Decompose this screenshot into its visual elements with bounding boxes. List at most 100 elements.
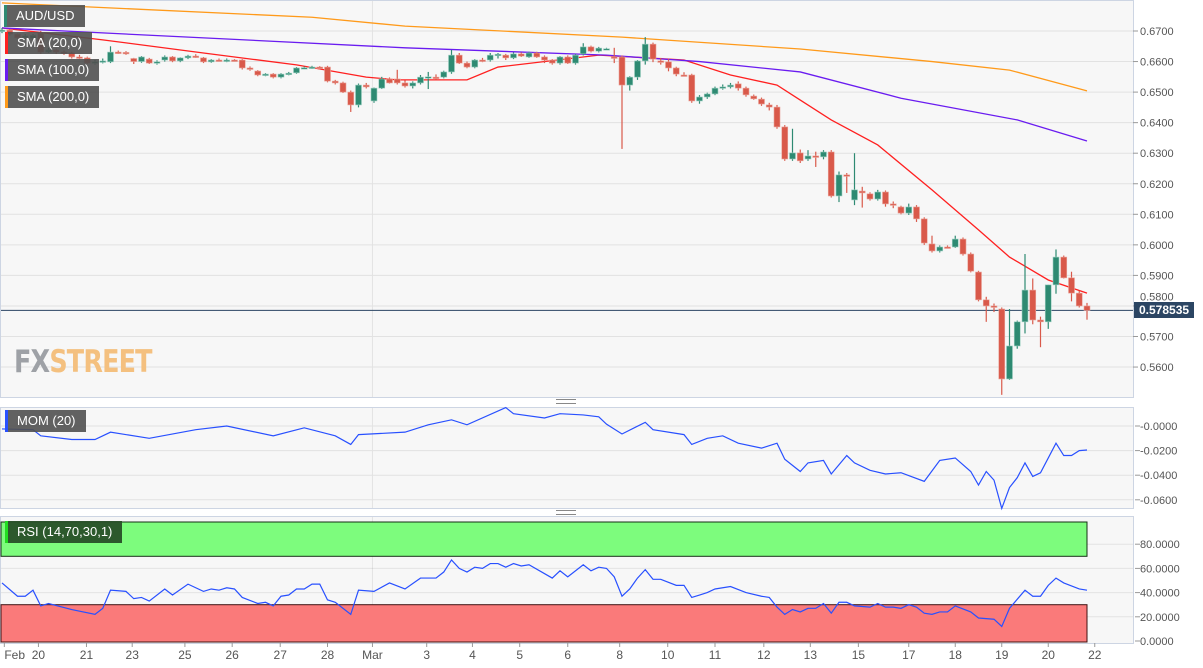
candle bbox=[231, 59, 238, 62]
panel-resize-handle[interactable] bbox=[556, 510, 576, 515]
candle bbox=[734, 81, 742, 91]
candle-body bbox=[517, 53, 525, 57]
candle-body bbox=[440, 71, 448, 78]
candle-body bbox=[76, 56, 83, 59]
candle-body bbox=[587, 46, 595, 52]
candle bbox=[1060, 255, 1068, 279]
candle bbox=[874, 189, 882, 201]
candle-body bbox=[231, 59, 238, 62]
candle-body bbox=[130, 58, 138, 62]
x-tick-label: 20 bbox=[32, 648, 46, 662]
x-tick-label: 26 bbox=[225, 648, 239, 662]
legend-momentum-label: MOM (20) bbox=[17, 413, 76, 428]
legend-sma20[interactable]: SMA (20,0) bbox=[5, 32, 93, 54]
sma-line-200 bbox=[1, 2, 1088, 92]
candle bbox=[293, 67, 300, 74]
candle-body bbox=[765, 104, 773, 108]
candle-body bbox=[866, 193, 874, 200]
candle bbox=[804, 150, 812, 161]
y-tick-label: 0.6600 bbox=[1140, 57, 1174, 69]
candle bbox=[254, 70, 262, 77]
legend-sma100[interactable]: SMA (100,0) bbox=[5, 59, 100, 81]
candle-body bbox=[882, 191, 889, 205]
candle bbox=[386, 77, 393, 84]
candle bbox=[277, 73, 285, 79]
candle-body bbox=[572, 54, 579, 64]
x-tick-label: 15 bbox=[852, 648, 866, 662]
panel-resize-handle[interactable] bbox=[556, 399, 576, 404]
x-tick-label: 11 bbox=[709, 648, 722, 662]
candle bbox=[107, 46, 114, 64]
candle bbox=[765, 102, 773, 111]
candle bbox=[920, 217, 928, 245]
legend-sma200[interactable]: SMA (200,0) bbox=[5, 86, 100, 108]
candle bbox=[176, 57, 184, 63]
candle bbox=[711, 86, 719, 96]
candle-body bbox=[138, 56, 145, 62]
candle-body bbox=[293, 67, 300, 74]
watermark-street: STREET bbox=[49, 344, 152, 380]
y-tick-label: 0.5900 bbox=[1140, 270, 1174, 282]
candle-body bbox=[277, 73, 285, 78]
candle bbox=[603, 47, 610, 51]
candle-body bbox=[835, 174, 843, 197]
candle-body bbox=[649, 43, 657, 60]
candle bbox=[1021, 254, 1029, 334]
candle-body bbox=[998, 308, 1006, 380]
candle-body bbox=[432, 76, 440, 79]
candle bbox=[564, 55, 572, 64]
candle-body bbox=[967, 253, 975, 272]
y-tick-label: 0.6400 bbox=[1140, 118, 1174, 130]
x-tick-label: 27 bbox=[274, 648, 288, 662]
legend-color-bar bbox=[5, 521, 8, 543]
candle-body bbox=[99, 60, 107, 63]
candle bbox=[440, 70, 448, 79]
candle bbox=[959, 237, 967, 256]
candle bbox=[866, 192, 874, 201]
x-tick-label: 6 bbox=[564, 648, 571, 662]
candle-body bbox=[773, 106, 781, 128]
candle bbox=[858, 186, 866, 208]
candle-body bbox=[107, 51, 114, 63]
candle bbox=[982, 296, 990, 322]
candle bbox=[207, 59, 215, 63]
legend-momentum[interactable]: MOM (20) bbox=[5, 410, 86, 432]
current-price-tag: 0.578535 bbox=[1134, 302, 1195, 319]
candle-body bbox=[843, 174, 851, 177]
legend-symbol[interactable]: AUD/USD bbox=[4, 5, 85, 27]
legend-rsi[interactable]: RSI (14,70,30,1) bbox=[5, 521, 123, 543]
candle-body bbox=[789, 152, 796, 160]
candle bbox=[789, 128, 796, 161]
candle bbox=[579, 43, 587, 56]
candle-body bbox=[324, 66, 331, 82]
candle-body bbox=[1006, 345, 1013, 380]
candle-body bbox=[804, 155, 812, 160]
candle-body bbox=[424, 76, 432, 79]
candle-body bbox=[339, 82, 347, 93]
candle-body bbox=[207, 59, 215, 63]
x-tick-label: 5 bbox=[516, 648, 523, 662]
legend-symbol-label: AUD/USD bbox=[16, 8, 75, 23]
candle bbox=[417, 74, 424, 85]
candle bbox=[1044, 284, 1052, 329]
candle-body bbox=[362, 84, 370, 88]
candle-body bbox=[145, 58, 153, 64]
legend-color-bar bbox=[4, 5, 7, 27]
candle-body bbox=[688, 74, 696, 102]
candle-body bbox=[0, 29, 6, 32]
candle-body bbox=[936, 246, 944, 252]
candle bbox=[610, 47, 618, 64]
candle bbox=[262, 73, 269, 77]
candle-body bbox=[386, 78, 393, 84]
candle-body bbox=[595, 47, 603, 52]
y-tick-label: 60.0000 bbox=[1140, 563, 1180, 575]
candle bbox=[936, 245, 944, 253]
candle bbox=[665, 59, 672, 72]
candle bbox=[827, 150, 835, 198]
candle-body bbox=[812, 155, 820, 158]
candle bbox=[1052, 249, 1060, 294]
candle-body bbox=[378, 78, 386, 89]
x-tick-label: 20 bbox=[1042, 648, 1056, 662]
candle-body bbox=[370, 87, 378, 102]
